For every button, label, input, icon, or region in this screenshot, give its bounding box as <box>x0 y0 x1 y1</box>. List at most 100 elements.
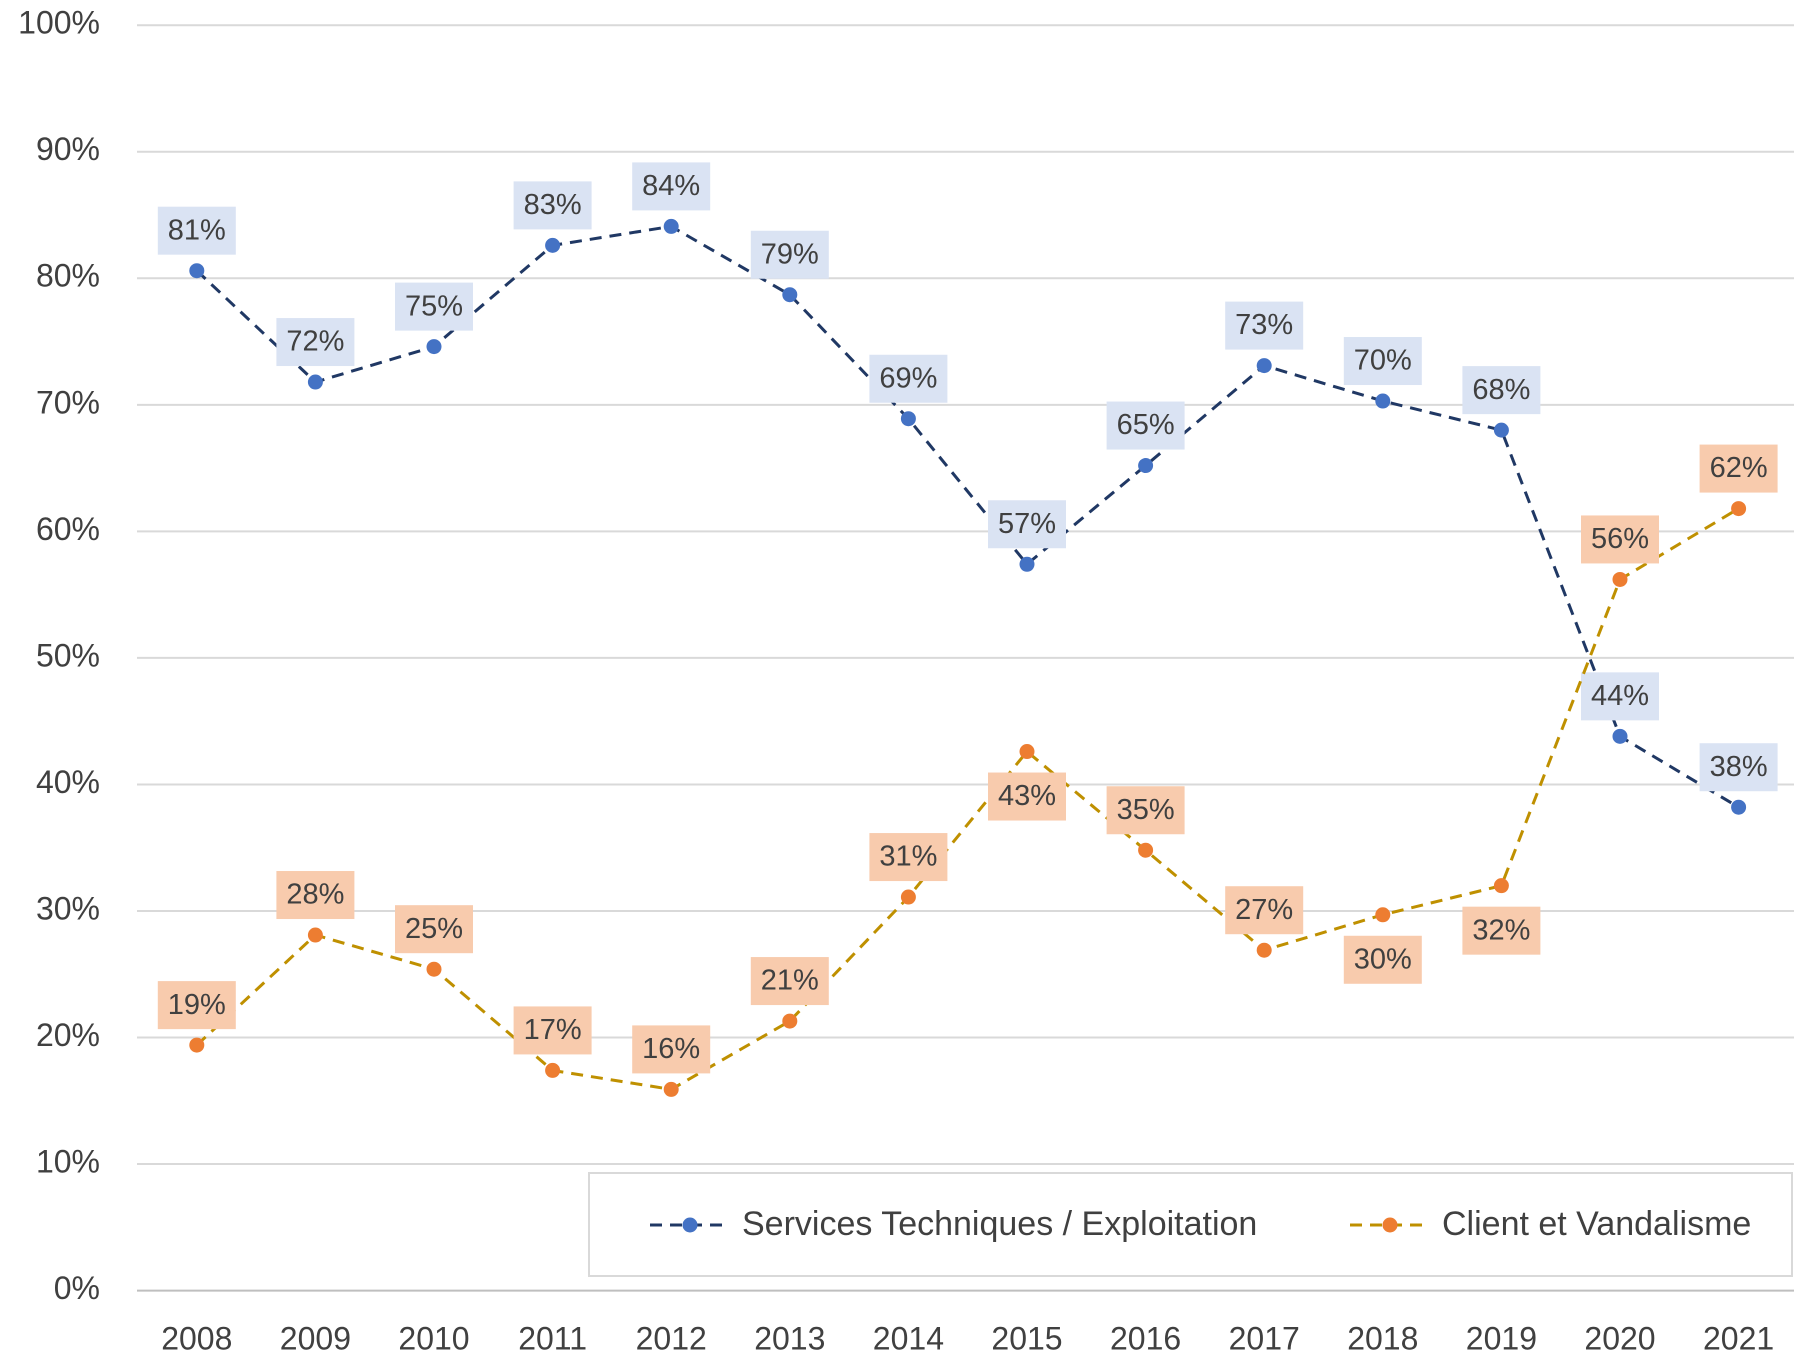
data-label-bg <box>1343 935 1422 984</box>
marker <box>426 339 442 355</box>
marker <box>663 218 679 234</box>
data-label: 32% <box>1472 914 1530 946</box>
data-label-bg <box>1225 886 1304 935</box>
x-tick-label: 2012 <box>636 1320 707 1356</box>
y-tick-label: 40% <box>36 764 100 800</box>
data-label-bg <box>750 957 829 1006</box>
data-label-bg <box>1462 906 1541 955</box>
data-label: 56% <box>1591 523 1649 555</box>
data-label-bg <box>1581 515 1659 564</box>
data-label-bg <box>513 181 592 230</box>
data-label: 57% <box>998 508 1056 540</box>
data-label: 43% <box>998 780 1056 812</box>
y-tick-label: 90% <box>36 131 100 167</box>
x-tick-label: 2013 <box>754 1320 825 1356</box>
marker <box>663 1081 679 1097</box>
legend-label: Services Techniques / Exploitation <box>742 1205 1257 1243</box>
data-label: 83% <box>524 189 582 221</box>
data-label-bg <box>395 282 473 331</box>
x-tick-label: 2020 <box>1584 1320 1655 1356</box>
data-label: 75% <box>405 290 463 322</box>
marker <box>1019 744 1035 760</box>
marker <box>900 411 916 427</box>
x-tick-label: 2011 <box>518 1320 587 1356</box>
y-tick-label: 0% <box>54 1270 100 1306</box>
data-label: 79% <box>761 238 819 270</box>
marker <box>307 374 323 390</box>
data-label-bg <box>1462 366 1541 415</box>
marker <box>1138 458 1154 474</box>
data-label: 62% <box>1710 452 1768 484</box>
data-label-bg <box>1106 786 1185 835</box>
data-label-bg <box>869 354 948 403</box>
legend-label: Client et Vandalisme <box>1442 1205 1751 1243</box>
x-tick-label: 2015 <box>991 1320 1062 1356</box>
data-label: 44% <box>1591 680 1649 712</box>
x-tick-label: 2010 <box>398 1320 469 1356</box>
data-label-bg <box>1225 301 1304 350</box>
data-label-bg <box>276 318 355 367</box>
legend-marker <box>682 1217 698 1233</box>
marker <box>1256 942 1272 958</box>
x-tick-label: 2009 <box>280 1320 351 1356</box>
marker <box>189 1037 205 1053</box>
marker <box>307 927 323 943</box>
data-label: 70% <box>1354 345 1412 377</box>
data-label: 19% <box>168 989 226 1021</box>
data-label: 30% <box>1354 943 1412 975</box>
marker <box>1493 422 1509 438</box>
y-tick-label: 20% <box>36 1017 100 1053</box>
data-label-bg <box>1699 444 1778 493</box>
data-label: 72% <box>286 326 344 358</box>
data-label-bg <box>632 1025 711 1074</box>
marker <box>545 237 561 253</box>
marker <box>1019 556 1035 572</box>
series-line <box>195 224 1740 809</box>
data-label: 17% <box>524 1014 582 1046</box>
marker <box>1612 728 1628 744</box>
x-tick-label: 2018 <box>1347 1320 1418 1356</box>
data-label: 21% <box>761 965 819 997</box>
data-label: 65% <box>1117 409 1175 441</box>
marker <box>189 263 205 279</box>
marker <box>426 961 442 977</box>
marker <box>1138 842 1154 858</box>
data-label: 38% <box>1710 751 1768 783</box>
data-label-bg <box>1343 337 1422 386</box>
marker <box>1493 878 1509 894</box>
data-label: 28% <box>286 879 344 911</box>
data-label: 73% <box>1235 309 1293 341</box>
data-label-bg <box>513 1006 592 1055</box>
marker <box>1731 799 1747 815</box>
y-tick-label: 60% <box>36 511 100 547</box>
y-tick-label: 80% <box>36 258 100 294</box>
data-label-bg <box>1581 672 1659 721</box>
marker <box>1612 571 1628 587</box>
data-label: 84% <box>642 170 700 202</box>
marker <box>782 287 798 303</box>
data-label-bg <box>988 500 1066 549</box>
x-tick-label: 2017 <box>1229 1320 1300 1356</box>
marker <box>1256 358 1272 374</box>
y-tick-label: 50% <box>36 637 100 673</box>
marker <box>1375 393 1391 409</box>
y-tick-label: 10% <box>36 1144 100 1180</box>
data-label: 16% <box>642 1033 700 1065</box>
data-label: 25% <box>405 913 463 945</box>
series-line <box>195 507 1740 1091</box>
marker <box>1731 501 1747 517</box>
marker <box>900 889 916 905</box>
data-label-bg <box>395 905 473 954</box>
y-tick-label: 30% <box>36 890 100 926</box>
data-label-bg <box>276 871 355 920</box>
data-label: 27% <box>1235 894 1293 926</box>
data-label-bg <box>750 230 829 279</box>
legend-box <box>588 1172 1793 1277</box>
data-label-bg <box>1106 401 1185 450</box>
x-tick-label: 2008 <box>161 1320 232 1356</box>
data-label: 31% <box>879 841 937 873</box>
x-tick-label: 2019 <box>1466 1320 1537 1356</box>
data-label-bg <box>869 833 948 882</box>
data-label: 81% <box>168 214 226 246</box>
